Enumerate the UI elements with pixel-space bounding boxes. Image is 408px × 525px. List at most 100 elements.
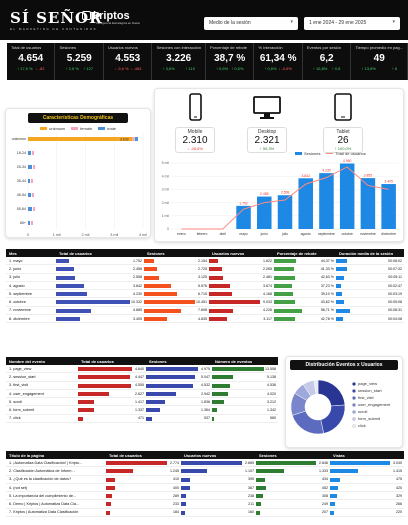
bar-male: [134, 137, 138, 141]
cell-bar: [209, 300, 260, 305]
demographics-chart: 0 1 mil 2 mil 3 mil 4 mil unknown 3.632 18-24 25…: [12, 133, 147, 237]
cell-bar: [78, 367, 132, 371]
cell-bar: [106, 477, 116, 482]
source-select[interactable]: Medio de la sesión ▾: [204, 17, 298, 30]
cell-value: 420: [396, 485, 402, 490]
cell-text: 7. noviembre: [9, 308, 31, 313]
cell-value: 4.640: [135, 366, 144, 371]
cell-value: 1.245: [170, 468, 179, 473]
device-stat-box: Tablet 26 ↑ 100,0%: [323, 127, 363, 153]
device-delta: ↓ -28,6%: [187, 146, 203, 151]
kpi-card: Tiempo promedio en pag... 49 ↑ 13,6% ↑ 6: [351, 43, 408, 80]
kpi-value: 49: [373, 53, 385, 64]
cell-value: 43,62 %: [320, 300, 334, 305]
table-cell: 3. julio: [6, 274, 56, 281]
table-cell: 537: [146, 415, 212, 422]
table-row: 3. first_visit 4.555 4.532 4.536: [6, 382, 278, 390]
kpi-deltas: ↑ 3,6% ↑ 110: [156, 66, 200, 71]
table-cell: 3.125: [144, 274, 209, 281]
date-range-select[interactable]: 1 ene 2024 - 29 ene 2025 ▾: [304, 17, 400, 30]
cell-value: 42,78 %: [320, 316, 334, 321]
cell-value: 00:02:47: [388, 283, 402, 288]
cell-bar: [56, 275, 75, 280]
donut-slice: [320, 404, 346, 434]
table-row: 7. noviembre 4.885 7.608 4.226 58,71 % 00:08:…: [6, 307, 404, 316]
table-cell: 329: [330, 492, 404, 499]
device-value: 26: [337, 135, 349, 146]
cell-bar: [146, 408, 161, 413]
table-cell: 00:02:47: [336, 282, 404, 289]
kpi-delta-abs: ↓ -82: [35, 66, 45, 71]
cell-text: 7. Kriptos | Automatiza Data Clasificaci…: [9, 510, 79, 515]
cell-value: 00:03:19: [388, 291, 402, 296]
cell-value: 1.107: [245, 468, 254, 473]
table-cell: 4.835: [144, 315, 209, 322]
cell-value: 1.836: [201, 399, 210, 404]
cell-value: 5.138: [267, 374, 276, 379]
kpi-delta-abs: ↓ -484: [130, 66, 142, 71]
cell-value: 9.033: [263, 300, 272, 305]
month-label: febrero: [197, 232, 208, 236]
table-cell: 13.558: [212, 365, 278, 372]
cell-bar: [56, 259, 70, 263]
desktop-icon: [253, 96, 281, 119]
table-cell: 5.047: [146, 373, 212, 380]
table-cell: 1. ¡Automatiza Data Clasificación! | Kri…: [6, 459, 106, 466]
cell-text: 1. mayo: [9, 258, 23, 263]
cell-bar: [274, 267, 295, 272]
cell-text: 6. form_submit: [9, 408, 35, 413]
cell-bar: [56, 292, 88, 297]
cell-value: 00:07:32: [388, 266, 402, 271]
cell-value: 2.942: [201, 391, 210, 396]
cell-value: 452: [322, 485, 328, 490]
cell-bar: [336, 259, 347, 263]
cell-value: 1.333: [319, 468, 328, 473]
kpi-card: Sesiones 5.259 ↑ 2,5 % ↑ 127: [55, 43, 104, 80]
legend-item: Sesiones: [295, 151, 320, 156]
kpi-card: Porcentaje de rebote 38,7 % ↑ 0,6% ↑ 0,6%: [206, 43, 255, 80]
monthly-sessions-chart: 0 1 mil 2 mil 3 mil 4 mil 5 mil enero febrero ab…: [162, 159, 399, 236]
bar-female: [33, 165, 35, 169]
cell-bar: [144, 292, 177, 297]
kpi-delta-percent: ↓ -9,6 %: [113, 66, 129, 71]
bar-value-label: 1.752: [239, 201, 248, 205]
column-header: Usuarios nuevos: [212, 250, 245, 256]
cell-value: 00:05:08: [388, 300, 402, 305]
cell-bar: [106, 510, 111, 515]
legend-label: Total de usuarios: [335, 151, 366, 156]
table-cell: 308: [256, 492, 330, 499]
table-cell: 1. page_view: [6, 365, 78, 372]
events-table: Nombre del evento Total de usuarios Sesion…: [6, 357, 278, 445]
table-cell: 2. Clasificación Automática de Inform...: [6, 467, 106, 474]
table-header: Nombre del evento Total de usuarios Sesion…: [6, 357, 278, 365]
cell-value: 2.669: [245, 460, 254, 465]
cell-value: 2.558: [133, 275, 142, 280]
cell-bar: [212, 391, 228, 396]
table-row: 1. ¡Automatiza Data Clasificación! | Kri…: [6, 459, 404, 468]
cell-text: 4. agosto: [9, 283, 25, 288]
legend-swatch: [98, 127, 106, 130]
cell-value: 367: [248, 485, 254, 490]
donut-slice: [317, 379, 346, 407]
bar-male: [28, 193, 31, 197]
kriptos-icon: [82, 11, 91, 20]
table-cell: 41,33 %: [274, 265, 336, 272]
table-cell: 3. first_visit: [6, 382, 78, 389]
bar-male: [28, 179, 30, 183]
events-donut-panel: Distribución Eventos x Usuarios page_vie…: [285, 356, 403, 448]
table-cell: 6. octubre: [6, 298, 56, 305]
table-cell: 4.532: [146, 382, 212, 389]
kpi-title: Tiempo promedio en pag...: [355, 45, 404, 50]
table-cell: 00:08:31: [336, 307, 404, 314]
cell-bar: [78, 391, 109, 396]
table-cell: 249: [256, 500, 330, 507]
cell-value: 434: [322, 477, 328, 482]
legend-label: female: [80, 126, 93, 131]
cell-value: 3.674: [263, 283, 272, 288]
table-row: 4. user_engagement 2.627 2.942 4.020: [6, 390, 278, 399]
legend-swatch: [352, 424, 356, 428]
kpi-delta-percent: ↑ 0,6%: [264, 66, 277, 71]
table-cell: 4.230: [56, 290, 144, 297]
cell-bar: [212, 383, 231, 388]
table-cell: 5.576: [144, 282, 209, 289]
